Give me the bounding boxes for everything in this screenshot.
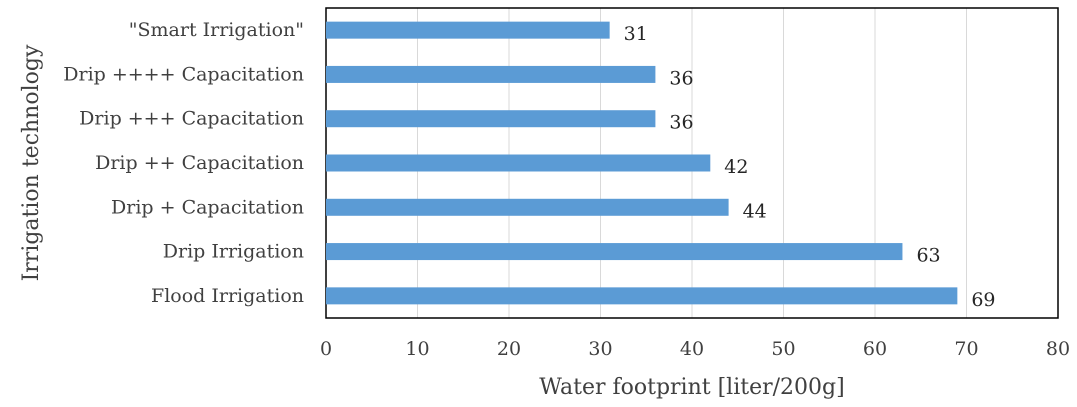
category-label: Drip ++ Capacitation (95, 152, 304, 174)
x-tick-labels: 0 10 20 30 40 50 60 70 80 (320, 338, 1070, 360)
data-label: 36 (669, 112, 693, 134)
data-label: 31 (624, 23, 648, 45)
data-label: 63 (916, 245, 940, 267)
x-tick-label: 60 (863, 338, 887, 360)
bars (326, 21, 958, 305)
bar (326, 65, 656, 83)
bar (326, 198, 729, 216)
data-label: 69 (971, 289, 995, 311)
category-labels: "Smart Irrigation" Drip ++++ Capacitation… (63, 19, 304, 307)
data-label: 36 (669, 67, 693, 89)
x-tick-label: 70 (954, 338, 978, 360)
x-tick-label: 0 (320, 338, 332, 360)
category-label: Drip + Capacitation (111, 196, 304, 218)
data-label: 42 (724, 156, 748, 178)
x-tick-label: 30 (588, 338, 612, 360)
bar (326, 154, 711, 172)
bar (326, 287, 958, 305)
category-label: "Smart Irrigation" (129, 19, 304, 41)
category-label: Drip +++ Capacitation (79, 108, 304, 130)
x-tick-label: 80 (1046, 338, 1070, 360)
category-label: Flood Irrigation (151, 285, 304, 307)
bar (326, 21, 610, 39)
bar (326, 243, 903, 261)
category-label: Drip Irrigation (163, 241, 304, 263)
data-label: 44 (743, 200, 767, 222)
category-label: Drip ++++ Capacitation (63, 63, 304, 85)
x-tick-label: 50 (771, 338, 795, 360)
x-axis-title: Water footprint [liter/200g] (539, 375, 844, 400)
x-tick-label: 40 (680, 338, 704, 360)
x-tick-label: 10 (405, 338, 429, 360)
y-axis-title: Irrigation technology (19, 44, 44, 281)
x-tick-label: 20 (497, 338, 521, 360)
data-labels: 31 36 36 42 44 63 69 (624, 23, 996, 311)
bar (326, 110, 656, 128)
